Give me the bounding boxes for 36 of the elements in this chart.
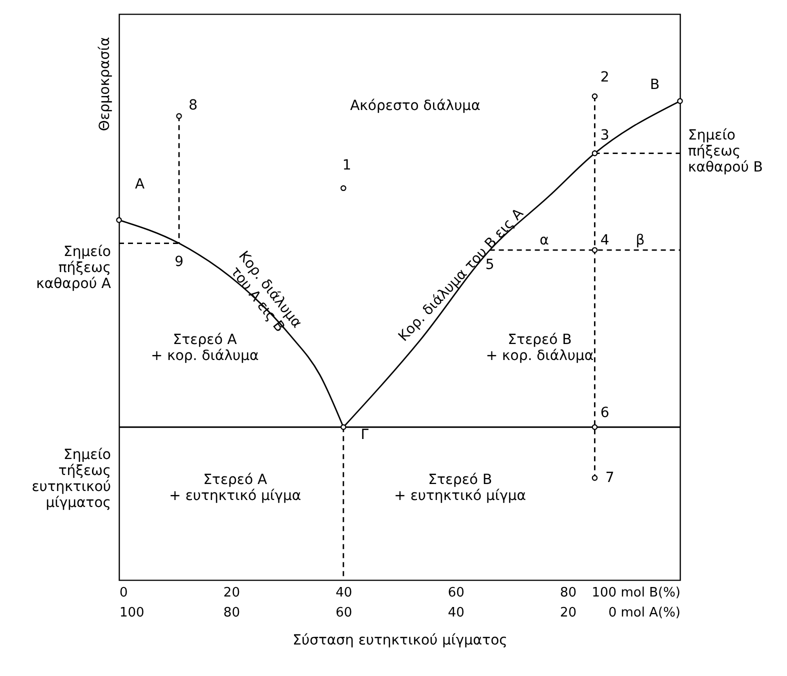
text: Σημείο πήξεως καθαρού Β: [688, 127, 763, 176]
annotation: 3: [600, 127, 610, 144]
text: Σημείο πήξεως καθαρού Α: [36, 244, 112, 292]
text: Β: [650, 77, 660, 94]
annotation: 4: [600, 232, 610, 248]
x2-tick-label: 0 mol Α(%): [608, 606, 680, 620]
x-tick-label: 40: [336, 586, 352, 600]
annotation: Στερεό Β + ευτηκτικό μίγμα: [394, 472, 526, 504]
x-tick-label: 60: [448, 586, 464, 600]
text: Σημείο τήξεως ευτηκτικού μίγματος: [32, 447, 111, 512]
annotation: β: [636, 232, 645, 248]
text: 2: [600, 69, 610, 86]
annotation: Α: [134, 176, 145, 192]
annotation: 7: [605, 470, 614, 486]
annotation: Στερεό Β + κορ. διάλυμα: [486, 332, 594, 364]
x2-tick-label: 100: [120, 606, 144, 620]
annotation: 1: [342, 157, 352, 174]
x-tick-label: 80: [560, 586, 577, 600]
annotation: 6: [600, 405, 610, 422]
annotation: 9: [174, 254, 184, 270]
annotation: Ακόρεστο διάλυμα: [350, 98, 480, 114]
x2-tick-label: 40: [448, 606, 464, 620]
annotation: 8: [188, 97, 198, 114]
annotation: 5: [485, 257, 494, 274]
x2-tick-label: 80: [223, 606, 240, 620]
annotation: Στερεό Α + ευτηκτικό μίγμα: [169, 472, 302, 504]
annotation: Γ: [360, 426, 369, 443]
x-tick-label: 20: [223, 586, 240, 600]
x2-tick-label: 60: [336, 606, 352, 620]
x-axis-title: Σύσταση ευτηκτικού μίγματος: [292, 632, 508, 648]
annotation: α: [540, 232, 549, 248]
annotation: Στερεό Α + κορ. διάλυμα: [150, 332, 259, 364]
x2-tick-label: 20: [560, 606, 577, 620]
x-tick-label: 100 mol Β(%): [592, 586, 680, 600]
x-tick-label: 0: [120, 586, 128, 600]
y-axis-title: Θερμοκρασία: [97, 36, 113, 132]
